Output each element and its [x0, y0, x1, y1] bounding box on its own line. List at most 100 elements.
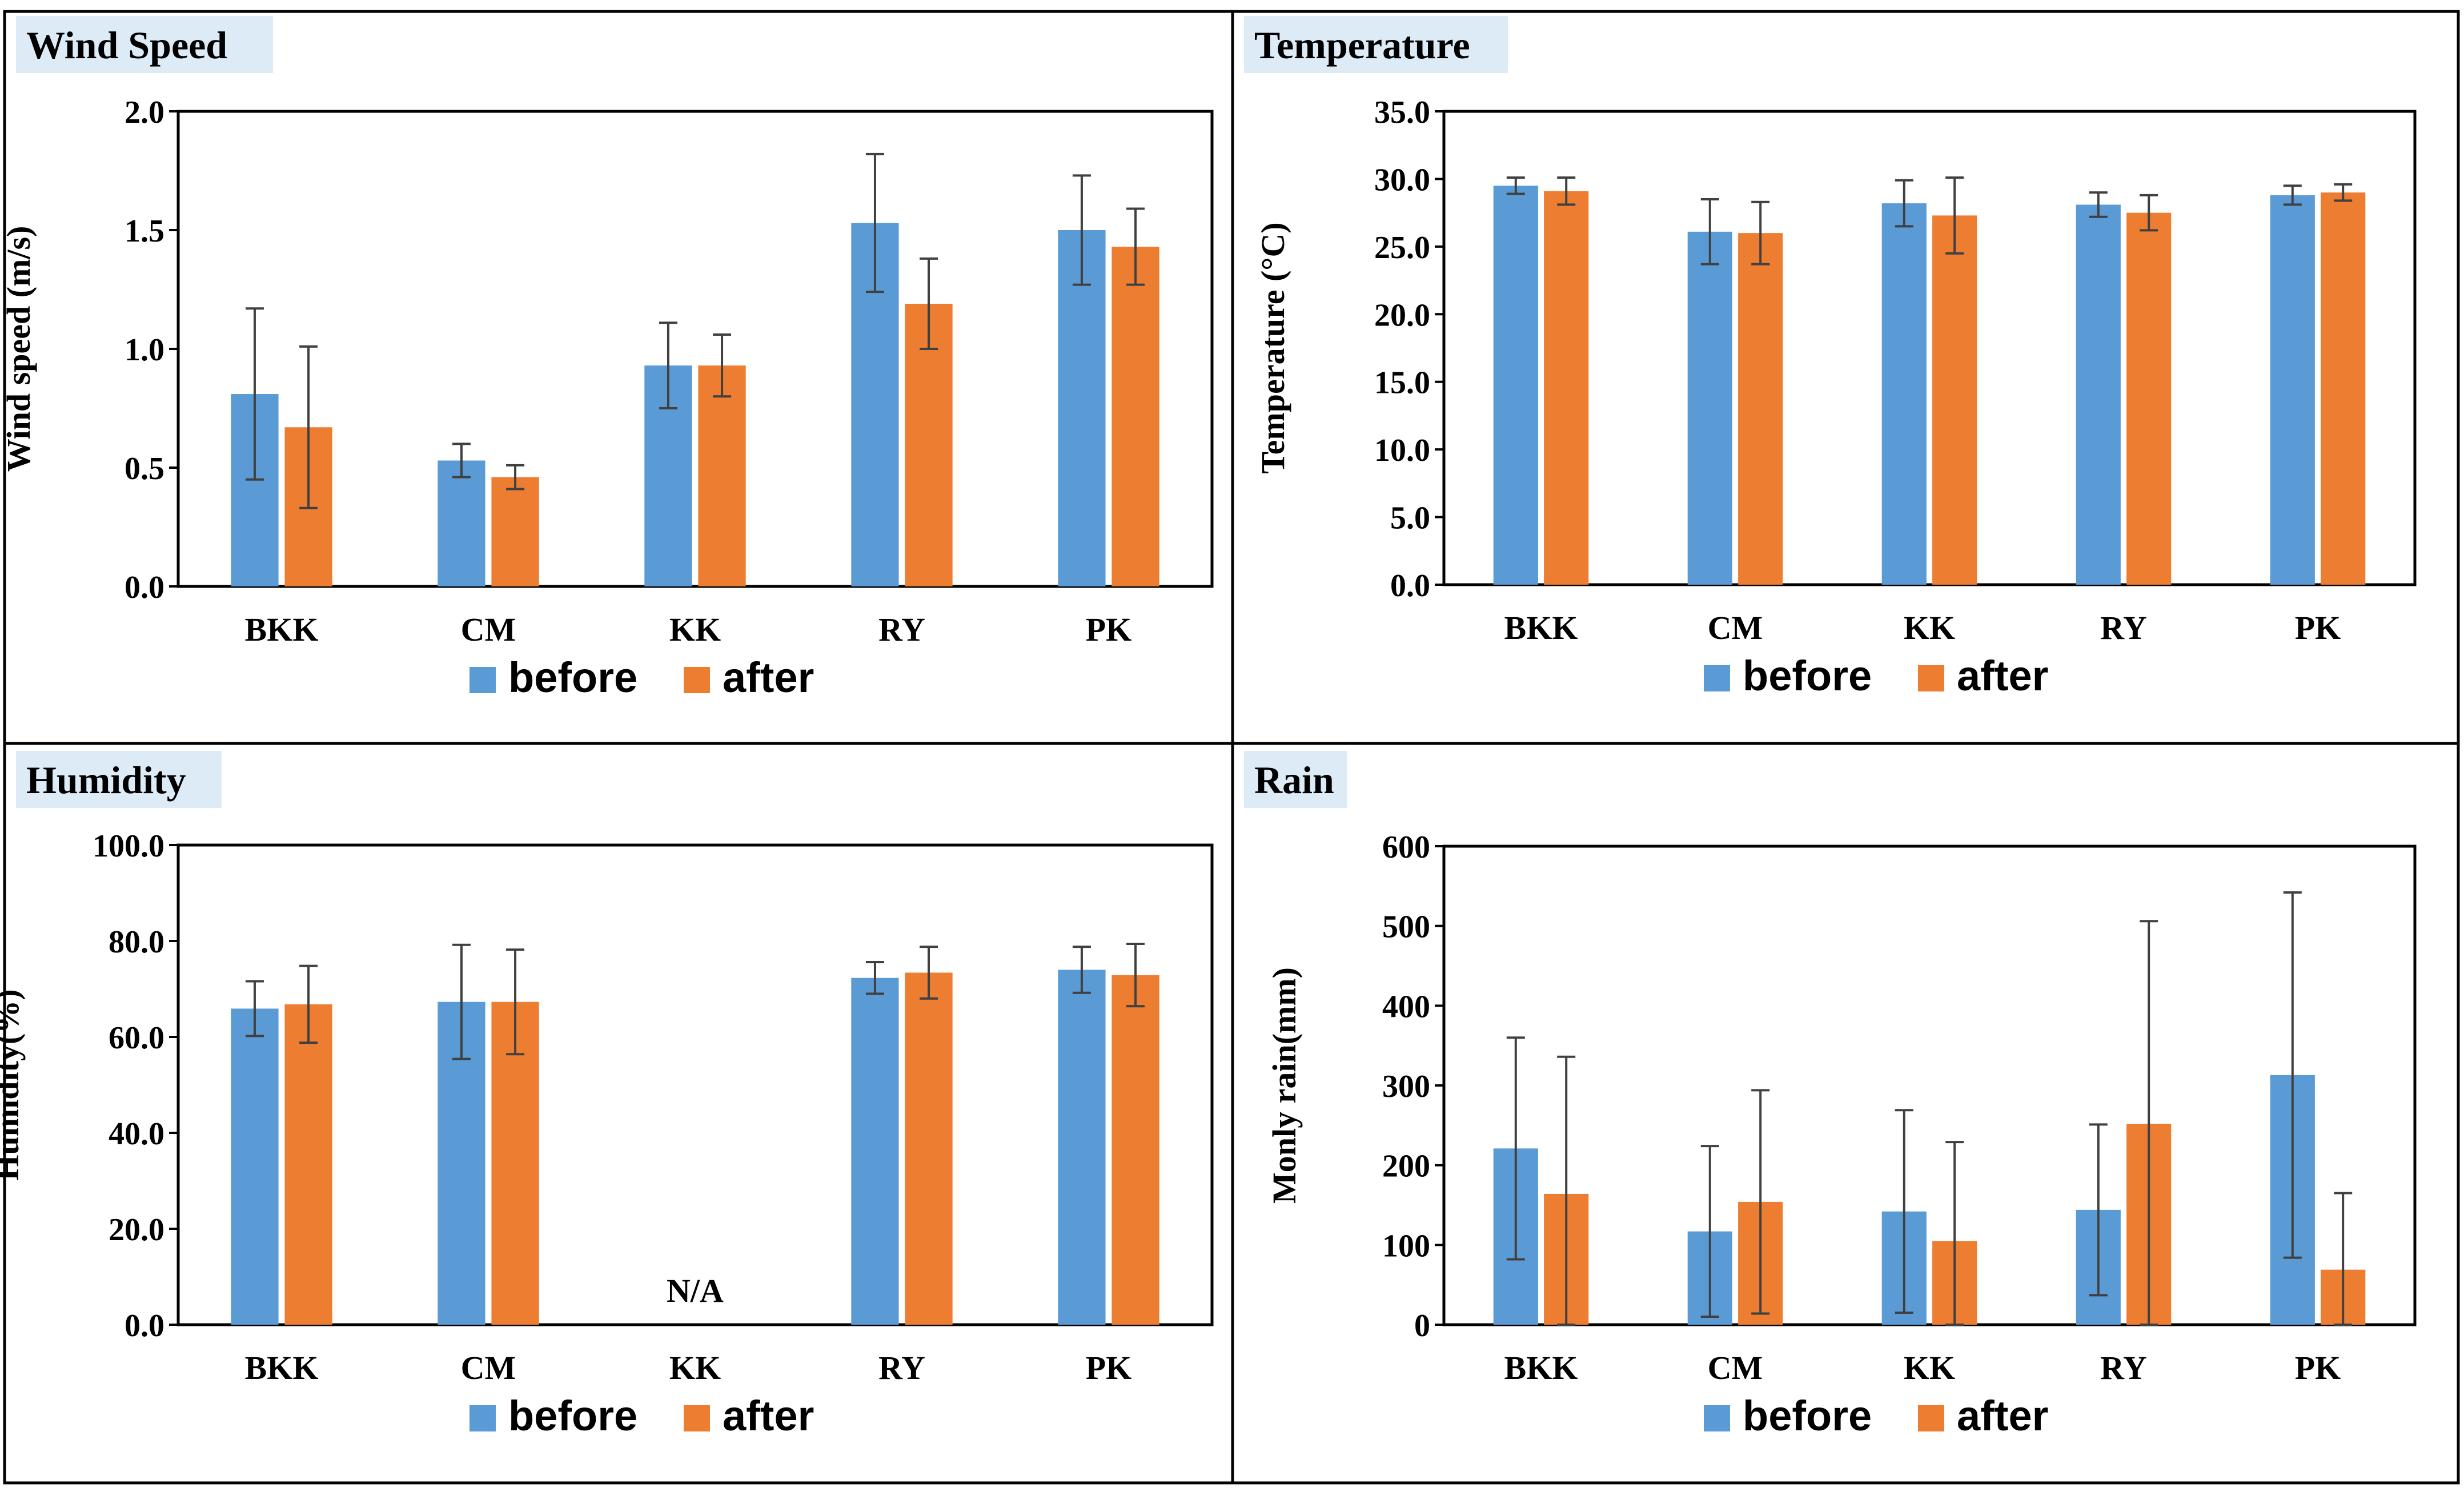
y-tick-label: 100 — [1382, 1228, 1430, 1264]
x-tick-label: PK — [1086, 611, 1132, 648]
y-tick-label: 200 — [1382, 1149, 1430, 1184]
y-tick-label: 35.0 — [1374, 95, 1430, 130]
bar-after-pk — [2321, 192, 2366, 585]
x-tick-label: BKK — [1504, 1349, 1578, 1386]
legend-swatch-before — [469, 667, 496, 693]
error-bar-before-cm — [452, 443, 471, 478]
legend-swatch-after — [1918, 665, 1944, 691]
plot-area — [1442, 110, 2417, 586]
error-bar-before-pk — [1072, 946, 1091, 994]
legend-label-before: before — [508, 654, 637, 701]
error-bar-after-pk — [2334, 183, 2353, 202]
bar-before-ry — [2076, 204, 2121, 585]
chart-humidity: Humidity 0.0 20.0 40.0 60.0 80.0 100.0 Humidity… — [0, 751, 1214, 1439]
y-tick-label: 500 — [1382, 910, 1430, 945]
error-bar-after-bkk — [1557, 1055, 1576, 1326]
x-tick-label: PK — [2295, 609, 2341, 646]
x-tick-label: KK — [1904, 1349, 1955, 1386]
bar-after-ry — [905, 303, 953, 586]
error-bar-after-bkk — [1557, 176, 1576, 206]
error-bar-after-cm — [1751, 200, 1770, 266]
error-bar-after-cm — [1751, 1089, 1770, 1315]
legend-label-after: after — [723, 654, 814, 701]
y-tick-label: 1.5 — [125, 214, 164, 249]
y-axis-label: Wind speed (m/s) — [0, 226, 37, 472]
chart-title-bg — [16, 16, 273, 73]
y-tick-label: 30.0 — [1374, 162, 1430, 198]
bar-after-ry — [905, 972, 953, 1325]
bar-before-pk — [2270, 195, 2315, 585]
chart-title: Temperature — [1254, 23, 1470, 67]
y-tick-label: 0.5 — [125, 451, 164, 486]
bar-before-pk — [1058, 970, 1106, 1325]
y-tick-label: 80.0 — [109, 924, 164, 960]
x-tick-label: KK — [1904, 609, 1955, 646]
x-tick-label: BKK — [245, 611, 319, 648]
chart-wind-speed: Wind Speed 0.0 0.5 1.0 1.5 2.0 Wind speed (m/s… — [0, 16, 1214, 701]
chart-title-bg — [1244, 16, 1508, 73]
x-tick-label: CM — [461, 1349, 516, 1386]
x-tick-label: CM — [461, 611, 516, 648]
plot-area — [1442, 844, 2417, 1326]
y-tick-label: 0.0 — [125, 1308, 164, 1344]
error-bar-after-ry — [2140, 194, 2158, 232]
error-bar-after-ry — [920, 946, 938, 1000]
y-tick-label: 100.0 — [93, 829, 164, 864]
chart-title-bg — [16, 751, 222, 808]
panel-frame-0 — [3, 10, 1234, 745]
bar-before-bkk — [231, 1008, 279, 1325]
error-bar-before-bkk — [1506, 176, 1525, 195]
y-tick-label: 300 — [1382, 1069, 1430, 1104]
x-tick-label: KK — [669, 1349, 721, 1386]
y-tick-label: 10.0 — [1374, 433, 1430, 468]
bar-before-cm — [438, 460, 485, 586]
plot-area — [176, 110, 1214, 588]
legend-swatch-before — [1704, 665, 1730, 691]
bar-before-pk — [1058, 230, 1106, 586]
x-tick-label: PK — [2295, 1349, 2341, 1386]
x-tick-label: BKK — [1504, 609, 1578, 646]
error-bar-after-kk — [1945, 1141, 1964, 1326]
y-axis-label: Monly rain(mm) — [1266, 967, 1303, 1204]
x-tick-label: RY — [2100, 609, 2147, 646]
error-bar-after-kk — [713, 333, 732, 398]
y-tick-label: 2.0 — [125, 95, 164, 130]
annotation-na: N/A — [667, 1272, 724, 1309]
bar-before-kk — [1881, 203, 1927, 585]
bar-after-cm — [491, 1002, 539, 1325]
y-tick-label: 5.0 — [1390, 501, 1430, 536]
error-bar-before-bkk — [1506, 1036, 1525, 1261]
error-bar-before-ry — [865, 960, 884, 995]
error-bar-before-kk — [1895, 179, 1913, 228]
legend-label-before: before — [508, 1392, 637, 1439]
x-tick-label: BKK — [245, 1349, 319, 1386]
error-bar-before-bkk — [245, 307, 264, 481]
error-bar-before-pk — [2283, 891, 2302, 1259]
y-axis-label: Temperature (°C) — [1254, 222, 1291, 473]
x-tick-label: RY — [878, 611, 925, 648]
error-bar-after-ry — [920, 257, 938, 350]
bar-after-kk — [1932, 215, 1977, 585]
chart-title: Rain — [1254, 758, 1334, 802]
error-bar-after-pk — [1126, 207, 1145, 286]
y-tick-label: 15.0 — [1374, 365, 1430, 401]
legend-swatch-after — [684, 1405, 710, 1431]
error-bar-after-pk — [1126, 943, 1145, 1008]
y-tick-label: 0 — [1414, 1308, 1430, 1344]
legend-swatch-after — [1918, 1405, 1944, 1431]
legend-label-before: before — [1743, 652, 1872, 699]
error-bar-after-bkk — [299, 345, 318, 509]
bar-after-cm — [491, 477, 539, 586]
error-bar-before-cm — [1700, 198, 1719, 266]
legend-label-before: before — [1743, 1392, 1872, 1439]
legend-label-after: after — [723, 1392, 814, 1439]
x-tick-label: KK — [669, 611, 721, 648]
plot-area — [176, 843, 1214, 1326]
error-bar-after-cm — [506, 464, 525, 490]
x-tick-label: PK — [1086, 1349, 1132, 1386]
legend-swatch-before — [1704, 1405, 1730, 1431]
y-tick-label: 0.0 — [125, 570, 164, 605]
bar-before-ry — [851, 978, 899, 1325]
